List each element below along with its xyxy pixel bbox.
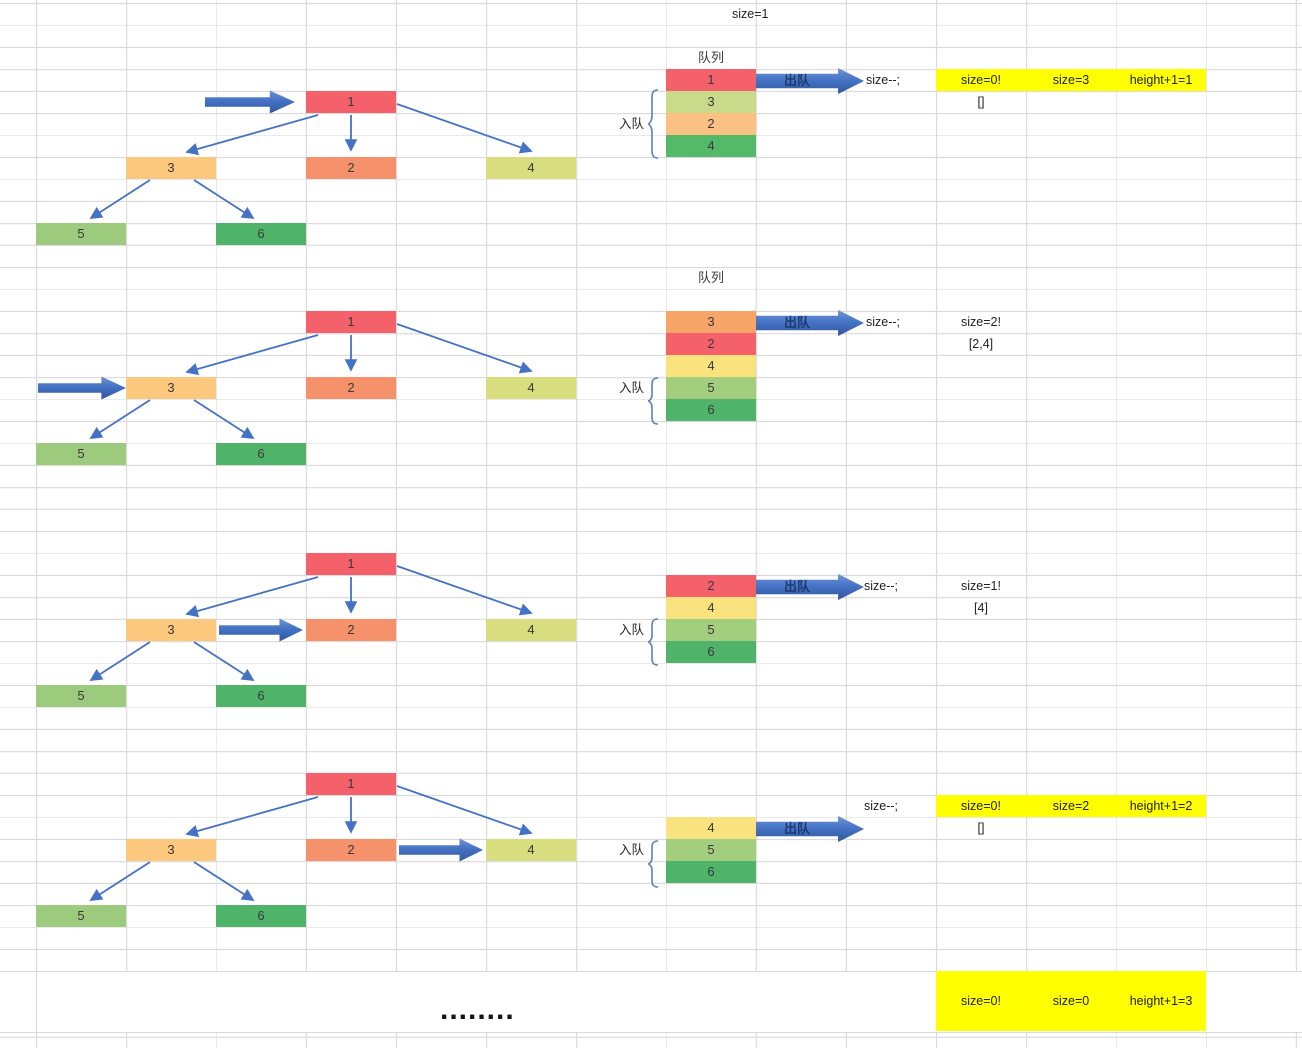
tree-node-5[interactable]: 5	[36, 905, 126, 927]
tree-node-2[interactable]: 2	[306, 839, 396, 861]
queue-cell[interactable]: 4	[666, 355, 756, 377]
tree-node-4[interactable]: 4	[486, 619, 576, 641]
tree-node-1[interactable]: 1	[306, 773, 396, 795]
queue-cell[interactable]: 2	[666, 333, 756, 355]
tree-node-6[interactable]: 6	[216, 223, 306, 245]
ellipsis-text[interactable]: ........	[440, 993, 515, 1026]
footer-highlight-note[interactable]: height+1=3	[1116, 971, 1206, 1031]
tree-node-4[interactable]: 4	[486, 157, 576, 179]
dequeue-label: 出队	[784, 579, 811, 594]
dequeue-arrow-icon[interactable]: 出队	[756, 68, 864, 94]
queue-title: 队列	[697, 50, 724, 65]
queue-cell[interactable]: 1	[666, 69, 756, 91]
dequeue-label: 出队	[784, 73, 811, 88]
highlight-note[interactable]: size=0!	[936, 795, 1026, 817]
tree-node-4[interactable]: 4	[486, 839, 576, 861]
tree-diagram-4: 1 3 2 4 5 6	[0, 773, 620, 933]
queue-title: 队列	[697, 270, 724, 285]
enqueue-label[interactable]: 入队	[618, 381, 644, 395]
tree-connectors[interactable]	[0, 91, 620, 251]
tree-node-2[interactable]: 2	[306, 619, 396, 641]
queue-cell[interactable]: 2	[666, 113, 756, 135]
enqueue-brace-icon[interactable]	[648, 377, 660, 425]
queue-cell[interactable]: 6	[666, 861, 756, 883]
queue-cell[interactable]: 5	[666, 377, 756, 399]
top-note[interactable]: size=1	[732, 7, 769, 21]
tree-diagram-3: 1 3 2 4 5 6	[0, 553, 620, 713]
statement-text[interactable]: size--;	[866, 315, 901, 329]
tree-node-2[interactable]: 2	[306, 157, 396, 179]
queue-cell[interactable]: 4	[666, 135, 756, 157]
enqueue-label[interactable]: 入队	[618, 623, 644, 637]
highlight-note[interactable]: size=0!	[936, 69, 1026, 91]
result-note[interactable]: size=1!	[961, 579, 1001, 593]
enqueue-brace-icon[interactable]	[648, 840, 660, 888]
tree-connectors[interactable]	[0, 311, 620, 471]
tree-connectors[interactable]	[0, 553, 620, 713]
tree-node-6[interactable]: 6	[216, 443, 306, 465]
dequeue-arrow-icon[interactable]: 出队	[756, 574, 864, 600]
level-list-text[interactable]: [4]	[974, 601, 988, 615]
tree-node-6[interactable]: 6	[216, 685, 306, 707]
tree-connectors[interactable]	[0, 773, 620, 933]
tree-node-3[interactable]: 3	[126, 839, 216, 861]
queue-cell[interactable]: 5	[666, 619, 756, 641]
level-list-text[interactable]: []	[977, 821, 985, 835]
enqueue-label[interactable]: 入队	[618, 843, 644, 857]
highlight-note[interactable]: size=3	[1026, 69, 1116, 91]
tree-diagram-2: 1 3 2 4 5 6	[0, 311, 620, 471]
footer-highlight-note[interactable]: size=0!	[936, 971, 1026, 1031]
tree-node-3[interactable]: 3	[126, 619, 216, 641]
queue-cell[interactable]: 3	[666, 91, 756, 113]
highlight-note[interactable]: height+1=1	[1116, 69, 1206, 91]
highlight-note[interactable]: size=2	[1026, 795, 1116, 817]
tree-node-5[interactable]: 5	[36, 223, 126, 245]
tree-node-5[interactable]: 5	[36, 443, 126, 465]
queue-cell[interactable]: 4	[666, 817, 756, 839]
level-list-text[interactable]: [2,4]	[968, 337, 994, 351]
tree-node-1[interactable]: 1	[306, 311, 396, 333]
footer-highlight-note[interactable]: size=0	[1026, 971, 1116, 1031]
queue-cell[interactable]: 6	[666, 641, 756, 663]
highlight-note[interactable]: height+1=2	[1116, 795, 1206, 817]
dequeue-arrow-icon[interactable]: 出队	[756, 816, 864, 842]
tree-node-4[interactable]: 4	[486, 377, 576, 399]
tree-node-6[interactable]: 6	[216, 905, 306, 927]
tree-node-1[interactable]: 1	[306, 91, 396, 113]
queue-cell[interactable]: 3	[666, 311, 756, 333]
statement-text[interactable]: size--;	[866, 73, 901, 87]
enqueue-brace-icon[interactable]	[648, 89, 660, 159]
tree-diagram-1: 1 3 2 4 5 6	[0, 91, 620, 251]
tree-node-2[interactable]: 2	[306, 377, 396, 399]
statement-text[interactable]: size--;	[864, 579, 899, 593]
tree-node-1[interactable]: 1	[306, 553, 396, 575]
statement-text[interactable]: size--;	[864, 799, 899, 813]
queue-cell[interactable]: 6	[666, 399, 756, 421]
tree-node-3[interactable]: 3	[126, 377, 216, 399]
level-list-text[interactable]: []	[977, 95, 985, 109]
enqueue-brace-icon[interactable]	[648, 618, 660, 666]
tree-node-3[interactable]: 3	[126, 157, 216, 179]
enqueue-label[interactable]: 入队	[618, 117, 644, 131]
dequeue-arrow-icon[interactable]: 出队	[756, 310, 864, 336]
dequeue-label: 出队	[784, 315, 811, 330]
tree-node-5[interactable]: 5	[36, 685, 126, 707]
result-note[interactable]: size=2!	[961, 315, 1001, 329]
queue-cell[interactable]: 2	[666, 575, 756, 597]
queue-cell[interactable]: 5	[666, 839, 756, 861]
dequeue-label: 出队	[784, 821, 811, 836]
queue-cell[interactable]: 4	[666, 597, 756, 619]
